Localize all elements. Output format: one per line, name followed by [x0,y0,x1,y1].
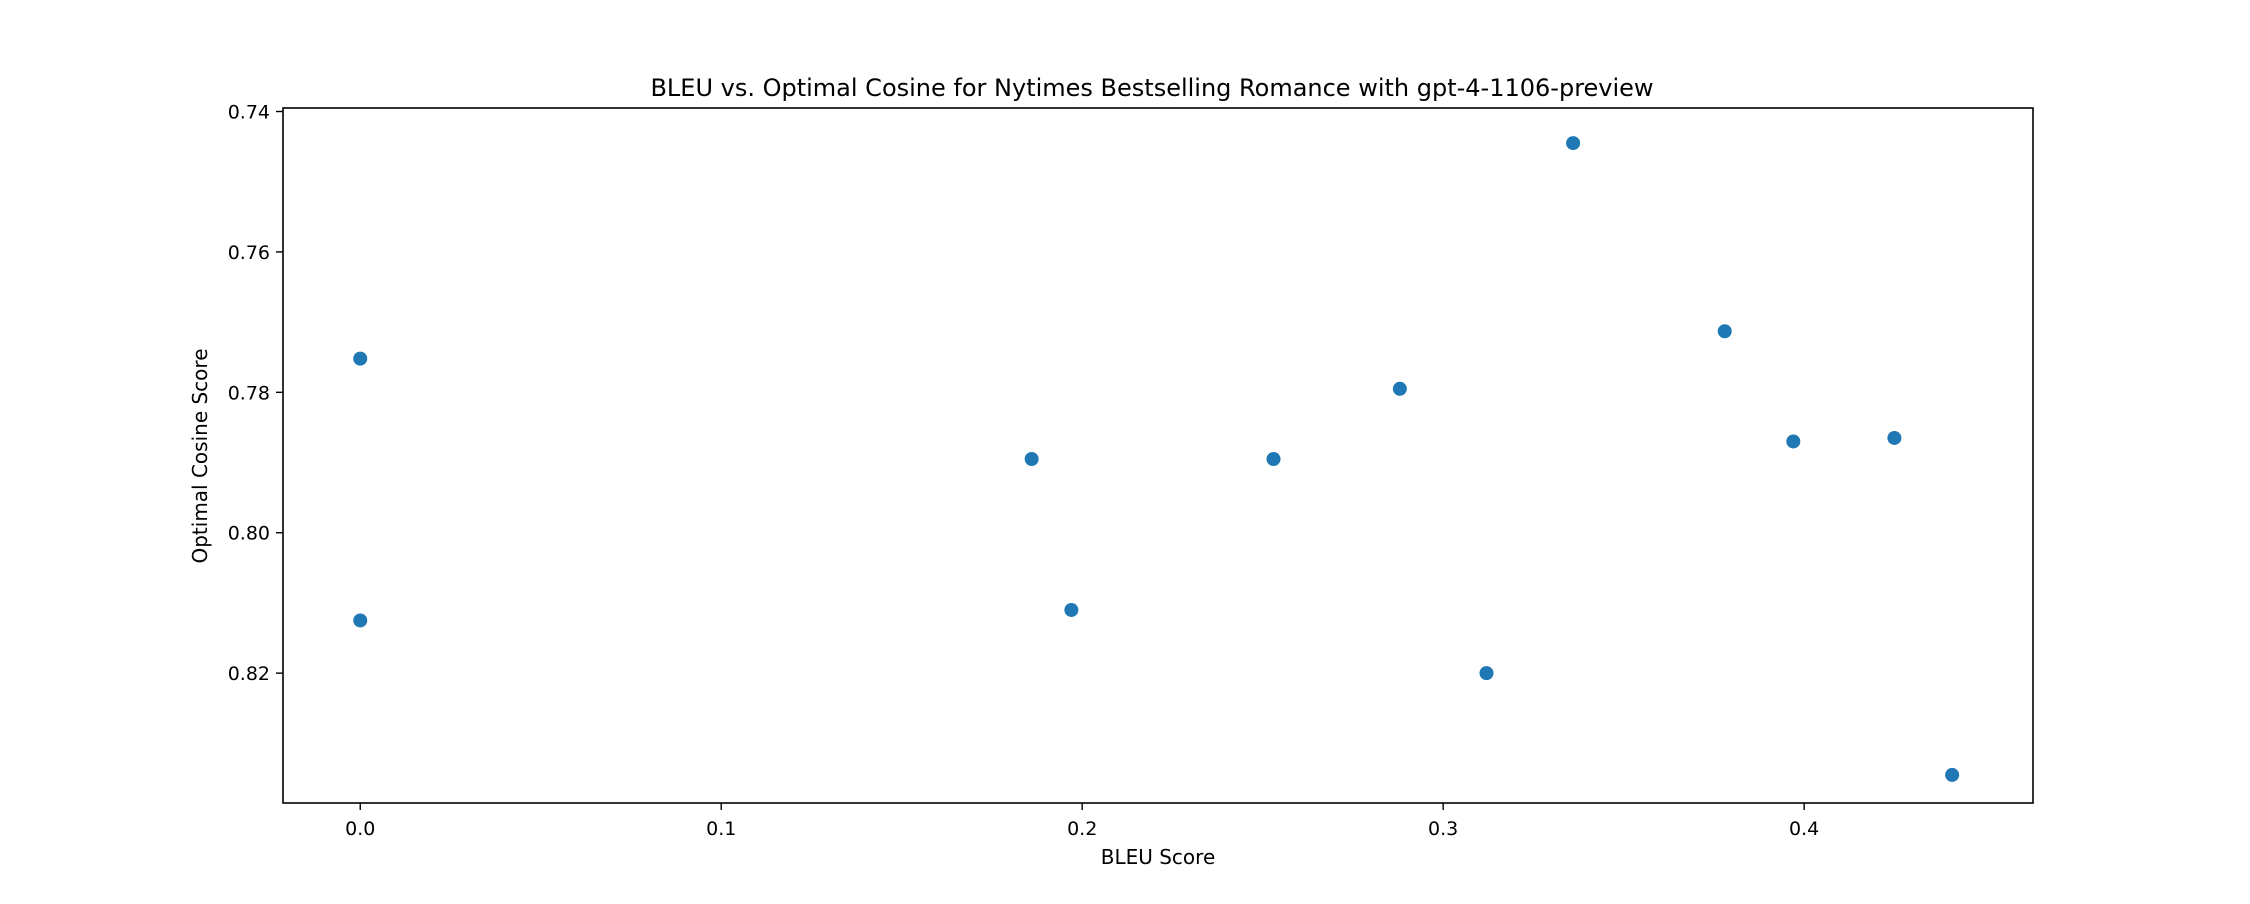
scatter-point [353,351,368,366]
x-axis-label: BLEU Score [1101,845,1216,869]
x-tick-label: 0.4 [1789,818,1819,840]
x-tick-label: 0.0 [345,818,375,840]
x-tick-label: 0.1 [706,818,736,840]
scatter-point [1479,666,1494,681]
y-tick-label: 0.80 [228,523,270,545]
scatter-point [1887,430,1902,445]
scatter-point [1717,324,1732,339]
y-axis: 0.74 0.76 0.78 0.80 0.82 [228,102,283,685]
scatter-point [353,613,368,628]
scatter-point [1024,452,1039,467]
y-tick-label: 0.76 [228,242,270,264]
scatter-point [1786,434,1801,449]
x-tick-label: 0.2 [1067,818,1097,840]
scatter-point [1945,767,1960,782]
y-tick-label: 0.74 [228,102,270,124]
scatter-point [1064,602,1079,617]
scatter-point [1392,381,1407,396]
x-axis: 0.0 0.1 0.2 0.3 0.4 [345,803,1819,840]
scatter-point [1266,452,1281,467]
scatter-point [1566,136,1581,151]
data-points [353,136,1960,782]
plot-area-frame [282,107,2034,804]
y-tick-label: 0.78 [228,382,270,404]
x-tick-label: 0.3 [1428,818,1458,840]
y-axis-label: Optimal Cosine Score [188,348,212,563]
chart-title: BLEU vs. Optimal Cosine for Nytimes Best… [650,74,1653,102]
y-tick-label: 0.82 [228,663,270,685]
